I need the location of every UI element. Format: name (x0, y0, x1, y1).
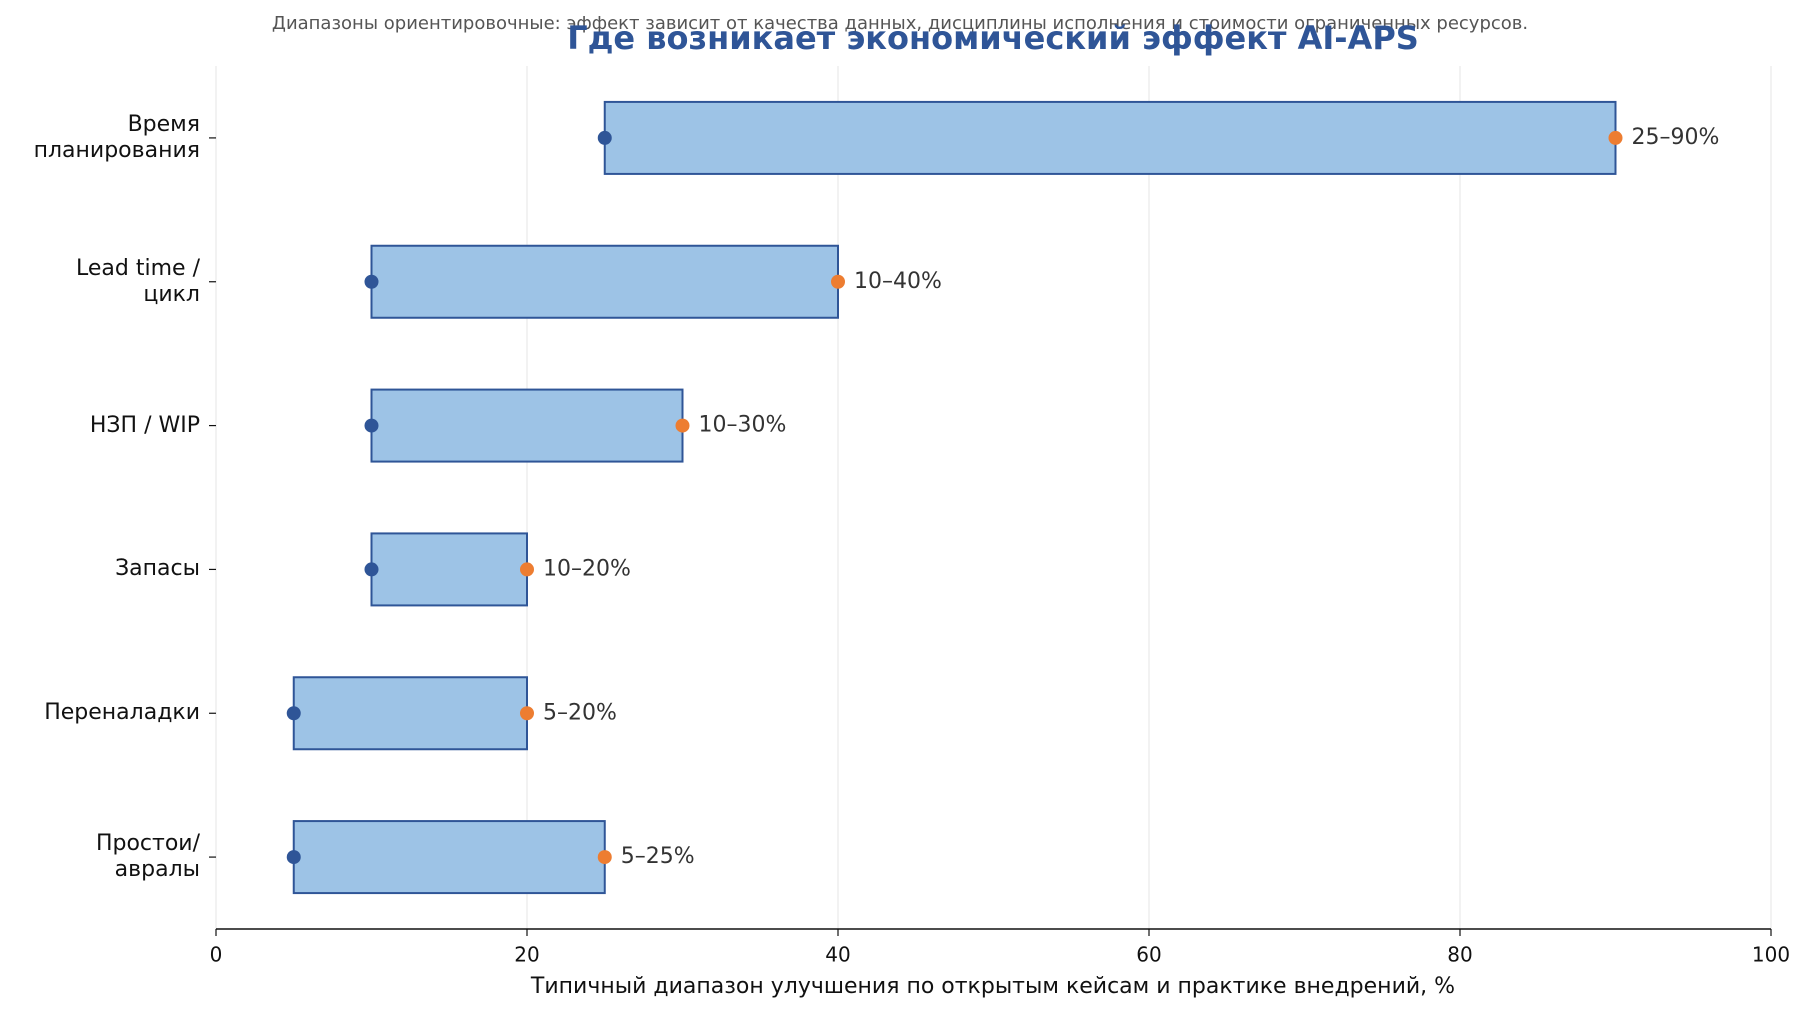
value-label: 10–40% (854, 269, 942, 294)
y-tick-label: Переналадки (44, 700, 200, 726)
high-point (1608, 130, 1623, 145)
chart-subtitle: Диапазоны ориентировочные: эффект зависи… (272, 13, 1528, 34)
high-point (675, 418, 690, 433)
low-point (364, 274, 379, 289)
high-point (520, 562, 534, 577)
range-bar (292, 676, 528, 751)
low-point (286, 706, 301, 721)
range-bar (370, 532, 528, 607)
high-point (831, 274, 845, 289)
low-point (286, 850, 301, 865)
value-label: 10–20% (543, 556, 631, 581)
x-tick-label: 40 (825, 943, 850, 967)
x-tick-label: 80 (1447, 943, 1472, 967)
chart-title: Где возникает экономический эффект AI-AP… (567, 19, 1419, 57)
value-label: 5–20% (543, 700, 617, 725)
x-tick-label: 60 (1136, 943, 1161, 967)
y-tick-label: НЗП / WIP (89, 412, 200, 438)
low-point (364, 418, 379, 433)
y-tick-label: Запасы (115, 556, 200, 582)
x-tick-label: 0 (210, 943, 223, 967)
range-bar (603, 100, 1617, 175)
x-tick-label: 20 (514, 943, 539, 967)
x-axis-label: Типичный диапазон улучшения по открытым … (530, 974, 1455, 999)
y-tick-label: Lead time / цикл (76, 255, 200, 307)
range-bar (370, 244, 839, 319)
y-tick-label: Время планирования (33, 111, 200, 163)
y-tick-label: Простои/ авралы (95, 831, 200, 883)
low-point (597, 130, 612, 145)
x-tick-label: 100 (1752, 943, 1790, 967)
value-label: 5–25% (621, 844, 695, 869)
range-bar (292, 820, 606, 895)
high-point (597, 850, 612, 865)
low-point (364, 562, 379, 577)
value-label: 10–30% (699, 413, 787, 438)
value-label: 25–90% (1632, 125, 1720, 150)
high-point (520, 706, 534, 721)
range-bar (370, 388, 684, 463)
